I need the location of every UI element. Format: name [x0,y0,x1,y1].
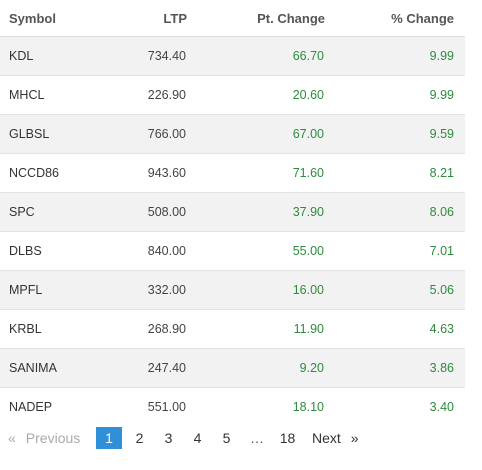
table-row[interactable]: KDL 734.40 66.70 9.99 [0,36,465,76]
cell-ltp: 332.00 [96,270,187,310]
next-label: Next [312,430,341,446]
cell-pt-change: 11.90 [187,309,325,349]
cell-ltp: 840.00 [96,231,187,271]
cell-symbol: KRBL [0,309,96,349]
table-row[interactable]: SANIMA 247.40 9.20 3.86 [0,348,465,388]
cell-pt-change: 9.20 [187,348,325,388]
cell-symbol: NCCD86 [0,153,96,193]
pagination-ellipsis: … [250,430,264,446]
cell-symbol: SANIMA [0,348,96,388]
pagination: « Previous 1 2 3 4 5 … 18 Next » [0,427,465,449]
header-ltp[interactable]: LTP [96,0,187,37]
cell-ltp: 508.00 [96,192,187,232]
table-row[interactable]: KRBL 268.90 11.90 4.63 [0,309,465,349]
cell-pt-change: 55.00 [187,231,325,271]
previous-page-button[interactable]: « Previous [0,427,88,449]
cell-pt-change: 16.00 [187,270,325,310]
cell-pt-change: 18.10 [187,387,325,426]
cell-pt-change: 20.60 [187,75,325,115]
previous-label: Previous [25,430,81,446]
cell-pct-change: 8.21 [325,153,465,193]
cell-ltp: 551.00 [96,387,187,426]
cell-pt-change: 67.00 [187,114,325,154]
cell-pt-change: 71.60 [187,153,325,193]
cell-ltp: 734.40 [96,36,187,76]
header-pct-change[interactable]: % Change [325,0,465,37]
cell-ltp: 766.00 [96,114,187,154]
table-row[interactable]: MPFL 332.00 16.00 5.06 [0,270,465,310]
cell-pt-change: 37.90 [187,192,325,232]
cell-symbol: NADEP [0,387,96,426]
cell-pct-change: 8.06 [325,192,465,232]
gainers-table: Symbol LTP Pt. Change % Change KDL 734.4… [0,0,465,426]
cell-pt-change: 66.70 [187,36,325,76]
cell-pct-change: 9.99 [325,75,465,115]
cell-pct-change: 5.06 [325,270,465,310]
cell-symbol: KDL [0,36,96,76]
cell-symbol: MHCL [0,75,96,115]
cell-symbol: GLBSL [0,114,96,154]
page-button-2[interactable]: 2 [135,430,144,446]
page-button-1[interactable]: 1 [96,427,122,449]
cell-pct-change: 7.01 [325,231,465,271]
page-button-3[interactable]: 3 [164,430,173,446]
cell-pct-change: 9.59 [325,114,465,154]
cell-pct-change: 3.86 [325,348,465,388]
table-row[interactable]: DLBS 840.00 55.00 7.01 [0,231,465,271]
cell-ltp: 943.60 [96,153,187,193]
table-header-row: Symbol LTP Pt. Change % Change [0,0,465,37]
table-row[interactable]: NCCD86 943.60 71.60 8.21 [0,153,465,193]
page-button-5[interactable]: 5 [222,430,231,446]
header-pt-change[interactable]: Pt. Change [187,0,325,37]
cell-symbol: MPFL [0,270,96,310]
table-row[interactable]: GLBSL 766.00 67.00 9.59 [0,114,465,154]
cell-pct-change: 3.40 [325,387,465,426]
page-button-last[interactable]: 18 [279,430,296,446]
cell-symbol: DLBS [0,231,96,271]
cell-ltp: 268.90 [96,309,187,349]
header-symbol[interactable]: Symbol [0,0,96,37]
cell-symbol: SPC [0,192,96,232]
next-page-button[interactable]: Next » [312,427,359,449]
table-row[interactable]: MHCL 226.90 20.60 9.99 [0,75,465,115]
table-row[interactable]: NADEP 551.00 18.10 3.40 [0,387,465,426]
chevron-double-left-icon: « [8,430,16,446]
cell-pct-change: 4.63 [325,309,465,349]
chevron-double-right-icon: » [350,430,359,446]
table-row[interactable]: SPC 508.00 37.90 8.06 [0,192,465,232]
cell-ltp: 226.90 [96,75,187,115]
gainers-table-container: Symbol LTP Pt. Change % Change KDL 734.4… [0,0,465,426]
cell-ltp: 247.40 [96,348,187,388]
page-button-4[interactable]: 4 [193,430,202,446]
cell-pct-change: 9.99 [325,36,465,76]
